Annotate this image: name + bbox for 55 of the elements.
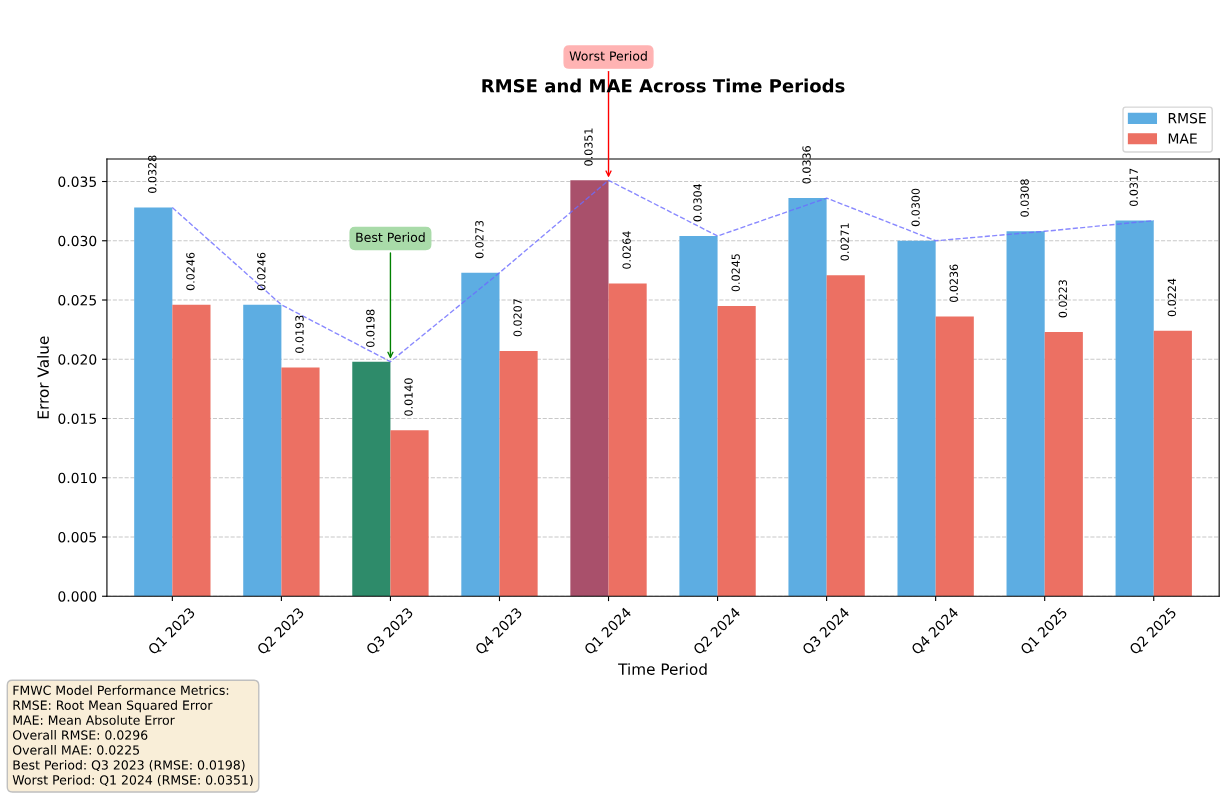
text: FMWC Model Performance Metrics: RMSE: Root Mean Squared Error MAE: Mean Absolute Error Overall RMSE: 0.0296 Overall MAE: 0.0225 Best Period: Q3 2023 (RMSE: 0.0198) Worst Period: Q1 2024 (RMSE: 0.0351)	[12, 685, 253, 787]
bar	[390, 430, 429, 597]
data-label: 0.0271	[840, 223, 849, 261]
data-label: 0.0273	[475, 220, 484, 259]
bar	[499, 350, 538, 597]
bar	[134, 207, 173, 597]
data-label: 0.0246	[257, 252, 266, 291]
bar	[243, 304, 282, 597]
bar	[1006, 231, 1045, 597]
bar	[1115, 220, 1154, 597]
data-label: 0.0351	[584, 128, 593, 166]
data-label: 0.0300	[911, 188, 920, 227]
data-label: 0.0328	[148, 155, 157, 193]
annotation: Worst Period	[569, 51, 647, 61]
legend-label: MAE	[1168, 133, 1197, 144]
bar	[935, 316, 974, 597]
data-label: 0.0246	[186, 252, 195, 291]
bar	[717, 305, 756, 597]
data-label: 0.0198	[366, 309, 375, 348]
y-tick-label: 0.020	[58, 354, 97, 365]
data-label: 0.0308	[1020, 179, 1029, 217]
data-label: 0.0236	[949, 264, 958, 302]
bar	[281, 367, 320, 597]
data-label: 0.0207	[513, 299, 522, 337]
data-label: 0.0193	[295, 315, 304, 353]
bar	[461, 272, 500, 597]
y-tick-label: 0.005	[58, 531, 96, 543]
data-label: 0.0245	[731, 254, 740, 292]
data-label: 0.0317	[1129, 168, 1138, 206]
bar	[608, 283, 647, 597]
y-tick-label: 0.010	[58, 472, 97, 484]
y-tick-label: 0.025	[58, 294, 96, 306]
data-label: 0.0223	[1058, 280, 1067, 318]
y-tick-label: 0.000	[58, 591, 97, 602]
legend-label: RMSE	[1168, 112, 1206, 124]
y-tick-label: 0.035	[58, 176, 96, 187]
bar	[570, 180, 609, 597]
bar	[679, 236, 718, 597]
bar	[788, 198, 827, 597]
bar	[1153, 330, 1192, 597]
bar	[826, 275, 865, 597]
y-tick-label: 0.015	[58, 413, 96, 424]
annotation: Best Period	[356, 232, 425, 243]
x-axis-title: Time Period	[618, 663, 707, 675]
bar	[897, 240, 936, 597]
bar	[1044, 332, 1083, 597]
data-label: 0.0336	[802, 146, 811, 184]
data-label: 0.0304	[693, 183, 702, 222]
data-label: 0.0224	[1167, 278, 1177, 317]
data-label: 0.0264	[622, 231, 631, 269]
y-tick-label: 0.030	[58, 235, 97, 247]
bar	[352, 361, 391, 597]
bar	[172, 304, 211, 597]
y-axis-title: Error Value	[37, 336, 49, 419]
data-label: 0.0140	[404, 378, 413, 416]
